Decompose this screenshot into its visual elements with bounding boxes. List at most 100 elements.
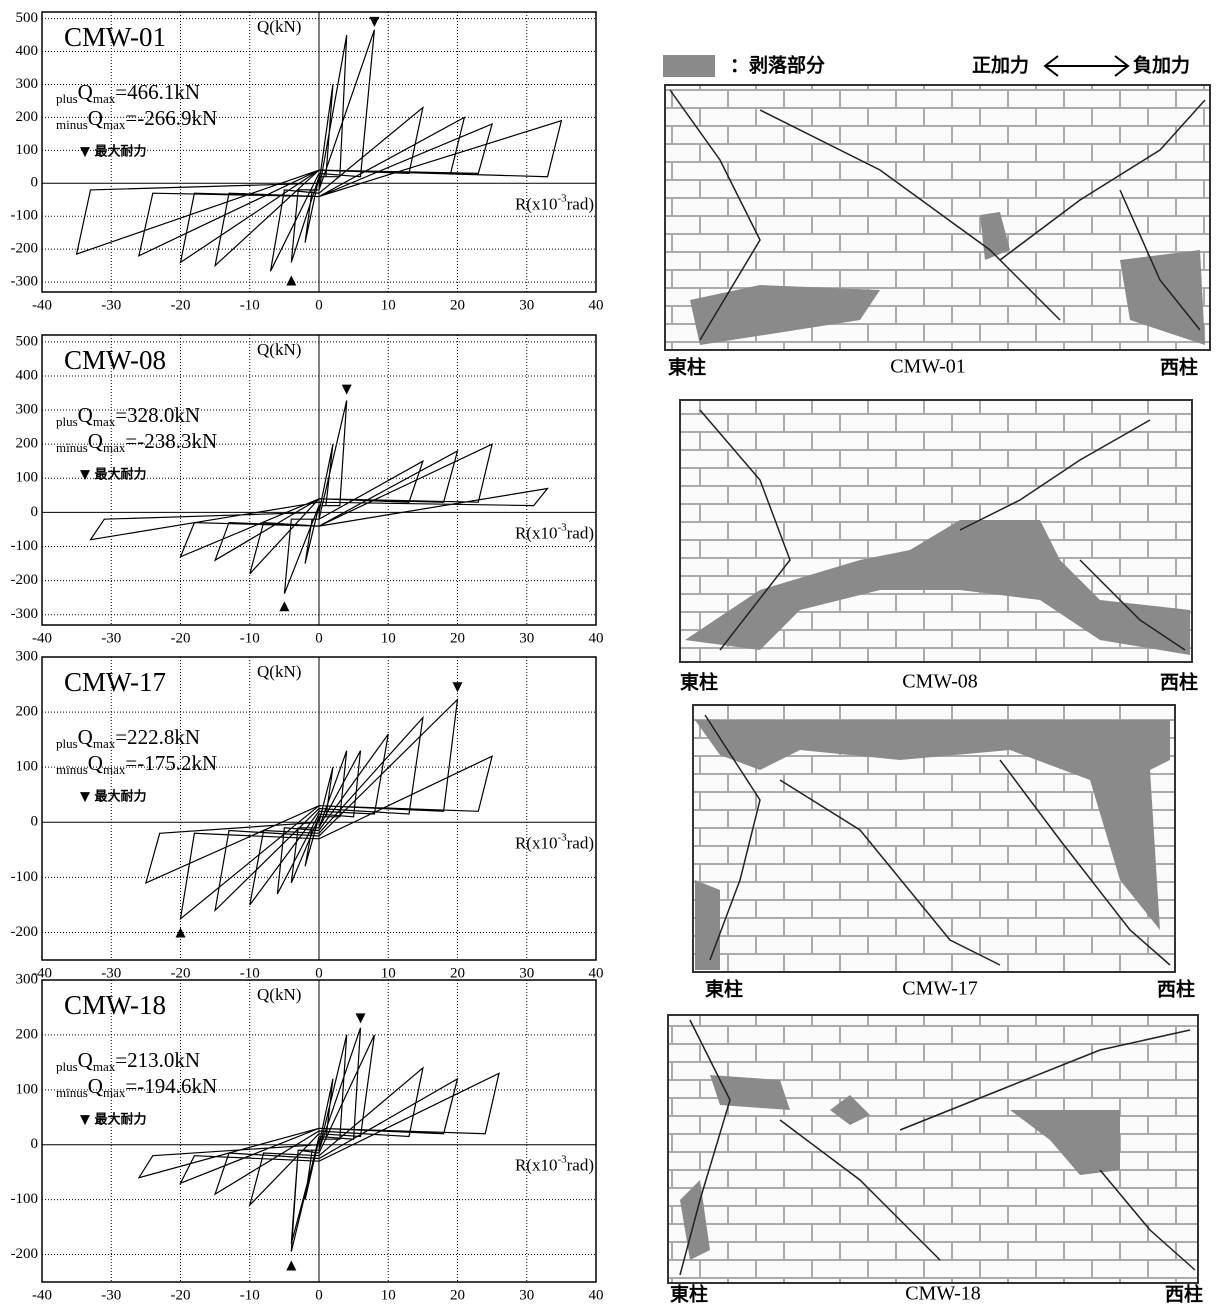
- max-marker: [279, 601, 289, 611]
- qmax-prefix: plus: [56, 414, 78, 429]
- y-tick-label: -100: [11, 538, 39, 554]
- qmax-subscript: max: [93, 91, 116, 106]
- qmax-subscript: max: [93, 736, 116, 751]
- chart-title: CMW-18: [64, 990, 166, 1020]
- qmax-annotation: plusQmax=328.0kN: [56, 403, 200, 429]
- west-label: 西柱: [1160, 671, 1198, 694]
- qmax-value: =328.0kN: [115, 403, 200, 427]
- x-tick-label: -10: [240, 630, 260, 646]
- east-label: 東柱: [668, 356, 706, 379]
- specimen-label: CMW-01: [890, 356, 966, 378]
- x-axis-label-unit: rad): [567, 194, 594, 213]
- x-axis-label-base: R(x10: [515, 833, 558, 852]
- marker-legend: ▼ 最大耐力: [80, 1112, 147, 1128]
- chart: -200-1000100200300-40-30-20-10010203040C…: [11, 648, 604, 981]
- qmax-annotation: plusQmax=466.1kN: [56, 80, 200, 106]
- x-axis-label: R(x10-3rad): [515, 1153, 594, 1174]
- x-tick-label: 20: [450, 1287, 465, 1303]
- negative-label: 負加力: [1133, 54, 1190, 77]
- y-tick-label: -100: [11, 869, 39, 885]
- qmax-symbol: Q: [88, 106, 103, 130]
- specimen-label: CMW-17: [902, 978, 978, 1000]
- qmax-symbol: Q: [88, 1074, 103, 1098]
- marker-legend: ▼ 最大耐力: [80, 467, 147, 483]
- y-tick-label: 0: [31, 504, 39, 520]
- x-tick-label: 0: [315, 965, 323, 981]
- qmax-symbol: Q: [88, 429, 103, 453]
- specimen-label: CMW-18: [905, 1283, 981, 1305]
- east-label: 東柱: [670, 1283, 708, 1306]
- x-axis-label-unit: rad): [567, 833, 594, 852]
- damage-map: 東柱 CMW-18 西柱: [668, 1015, 1203, 1306]
- qmax-subscript: max: [103, 1085, 126, 1100]
- figure: ：剥落部分 正加力 負加力 東柱 CMW-01 西柱 東柱 CMW-08 西柱 …: [0, 0, 1223, 1307]
- y-tick-label: 0: [31, 1136, 39, 1152]
- east-label: 東柱: [705, 978, 743, 1001]
- max-marker: [286, 275, 296, 285]
- y-tick-label: 100: [16, 1081, 39, 1097]
- x-tick-label: 20: [450, 630, 465, 646]
- positive-label: 正加力: [972, 54, 1029, 77]
- chart: -300-200-1000100200300400500-40-30-20-10…: [11, 333, 604, 646]
- y-axis-label: Q(kN): [257, 17, 301, 36]
- x-tick-label: -30: [101, 297, 121, 313]
- y-axis-label: Q(kN): [257, 985, 301, 1004]
- x-tick-label: 10: [381, 630, 396, 646]
- qmax-value: =-175.2kN: [125, 751, 217, 775]
- x-tick-label: -30: [101, 630, 121, 646]
- y-tick-label: 300: [16, 971, 39, 987]
- max-marker: [369, 17, 379, 27]
- qmax-value: =-266.9kN: [125, 106, 217, 130]
- y-tick-label: 100: [16, 759, 39, 775]
- marker-legend: ▼ 最大耐力: [80, 789, 147, 805]
- qmax-value: =466.1kN: [115, 80, 200, 104]
- x-tick-label: 40: [589, 630, 604, 646]
- west-label: 西柱: [1157, 978, 1195, 1001]
- x-axis-label-base: R(x10: [515, 523, 558, 542]
- x-tick-label: 30: [519, 965, 534, 981]
- x-tick-label: -10: [240, 1287, 260, 1303]
- y-tick-label: 200: [16, 1026, 39, 1042]
- qmax-annotation: plusQmax=213.0kN: [56, 1048, 200, 1074]
- x-tick-label: -20: [171, 965, 191, 981]
- qmax-subscript: max: [93, 1059, 116, 1074]
- x-tick-label: -10: [240, 297, 260, 313]
- x-axis-label-base: R(x10: [515, 1156, 558, 1175]
- damage-map: 東柱 CMW-08 西柱: [680, 400, 1198, 694]
- x-tick-label: 10: [381, 965, 396, 981]
- y-tick-label: -200: [11, 241, 39, 257]
- qmax-annotation: minusQmax=-175.2kN: [56, 751, 217, 777]
- qmax-symbol: Q: [78, 1048, 93, 1072]
- chart-title: CMW-01: [64, 22, 166, 52]
- x-axis-label-unit: rad): [567, 1156, 594, 1175]
- y-tick-label: 100: [16, 142, 39, 158]
- y-tick-label: -200: [11, 924, 39, 940]
- max-marker: [286, 1261, 296, 1271]
- x-axis-label: R(x10-3rad): [515, 831, 594, 852]
- y-tick-label: 500: [16, 333, 39, 349]
- x-tick-label: 0: [315, 1287, 323, 1303]
- y-axis-label: Q(kN): [257, 340, 301, 359]
- x-tick-label: 30: [519, 297, 534, 313]
- chart-title: CMW-17: [64, 667, 166, 697]
- x-tick-label: -20: [171, 297, 191, 313]
- qmax-annotation: minusQmax=-194.6kN: [56, 1074, 217, 1100]
- west-label: 西柱: [1165, 1283, 1203, 1306]
- east-label: 東柱: [680, 671, 718, 694]
- qmax-annotation: plusQmax=222.8kN: [56, 725, 200, 751]
- x-axis-label: R(x10-3rad): [515, 521, 594, 542]
- y-tick-label: 300: [16, 648, 39, 664]
- qmax-value: =-238.3kN: [125, 429, 217, 453]
- y-tick-label: 200: [16, 109, 39, 125]
- chart: -300-200-1000100200300400500-40-30-20-10…: [11, 10, 604, 313]
- max-marker: [342, 385, 352, 395]
- x-tick-label: 0: [315, 630, 323, 646]
- damage-map: 東柱 CMW-17 西柱: [693, 705, 1195, 1001]
- qmax-prefix: minus: [56, 1085, 88, 1100]
- specimen-label: CMW-08: [902, 671, 978, 693]
- qmax-symbol: Q: [88, 751, 103, 775]
- y-tick-label: 400: [16, 43, 39, 59]
- y-tick-label: 500: [16, 10, 39, 26]
- y-tick-label: 200: [16, 436, 39, 452]
- x-axis-label-unit: rad): [567, 523, 594, 542]
